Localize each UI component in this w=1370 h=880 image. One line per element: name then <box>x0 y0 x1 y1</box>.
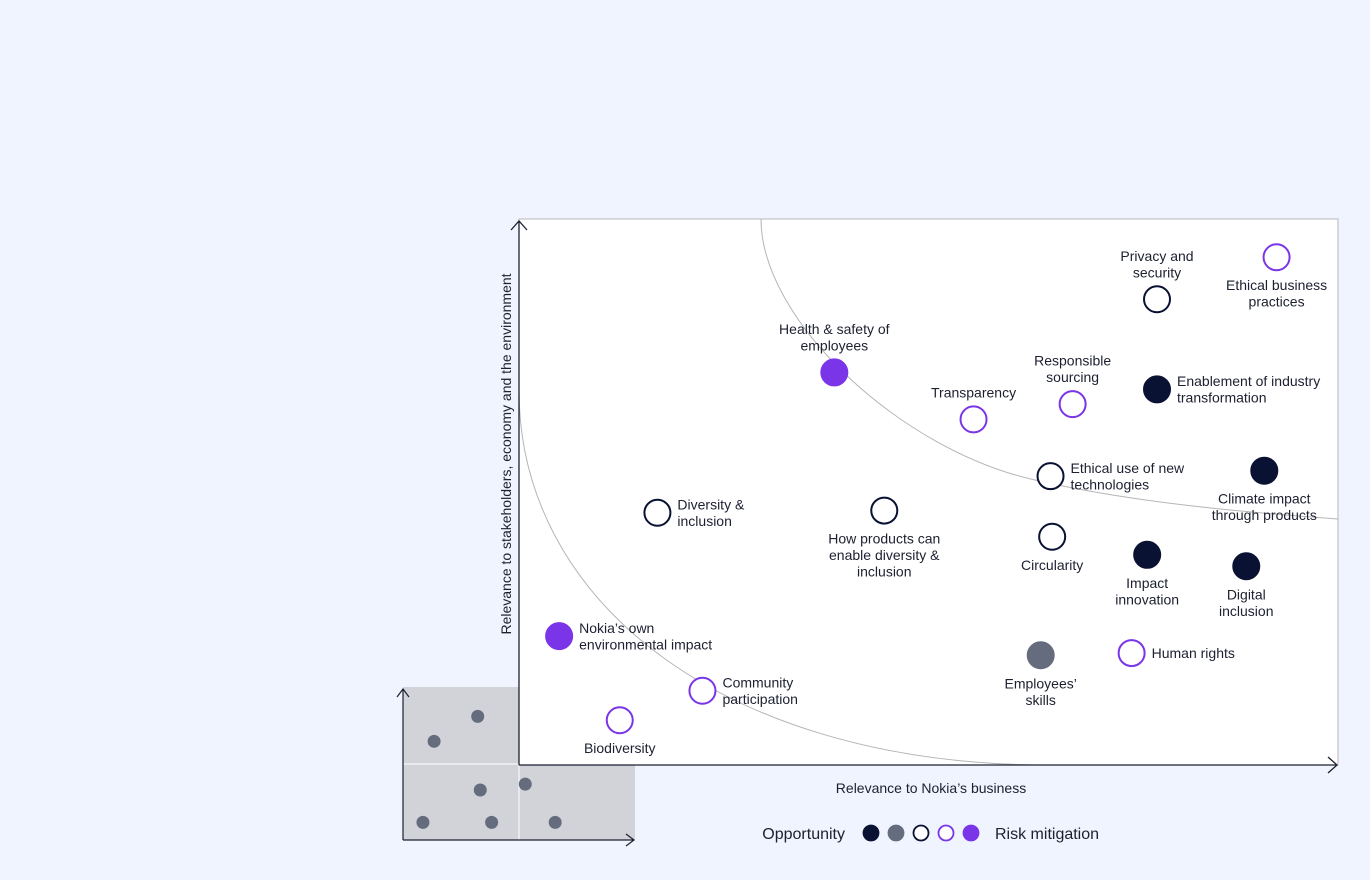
legend-risk-mitigation-label: Risk mitigation <box>995 826 1099 843</box>
point-ethical-business-practices <box>1262 243 1291 272</box>
label-line: How products can <box>828 531 940 547</box>
y-axis-label: Relevance to stakeholders, economy and t… <box>498 273 514 634</box>
label-how-products-can-enable-diversity-inclusion: How products can enable diversity & inclus… <box>828 531 940 580</box>
label-line: Privacy and <box>1120 248 1193 264</box>
inset-y-axis <box>396 688 410 840</box>
point-human-rights <box>1117 639 1146 668</box>
point-biodiversity <box>605 706 634 735</box>
label-line: environmental impact <box>579 636 712 652</box>
label-line: enable diversity & <box>829 547 940 563</box>
label-diversity-inclusion: Diversity & inclusion <box>677 496 745 529</box>
point-responsible-sourcing <box>1058 390 1087 419</box>
point-circularity <box>1038 522 1067 551</box>
legend-swatches <box>862 824 980 842</box>
label-line: transformation <box>1177 390 1266 406</box>
label-line: Nokia’s own <box>579 620 654 636</box>
y-axis <box>510 220 528 765</box>
inset-dot <box>471 709 485 723</box>
x-axis <box>519 756 1338 774</box>
label-health-safety-of-employees: Health & safety of employees <box>779 321 890 354</box>
label-line: Responsible <box>1034 353 1111 369</box>
point-climate-impact-through-products <box>1250 456 1279 485</box>
inset-dots <box>416 709 562 829</box>
point-digital-inclusion <box>1232 552 1261 581</box>
inset-dot <box>416 815 430 829</box>
legend: Opportunity Risk mitigation <box>762 824 1099 843</box>
label-employees-skills: Employees’ skills <box>1005 675 1077 708</box>
point-enablement-of-industry-transformation <box>1143 375 1172 404</box>
inset-dot <box>548 815 562 829</box>
point-impact-innovation <box>1133 540 1162 569</box>
inset-dot <box>473 783 487 797</box>
legend-swatch-grey-filled <box>887 824 905 842</box>
label-line: Impact <box>1126 575 1168 591</box>
label-line: inclusion <box>677 513 731 529</box>
label-line: security <box>1133 264 1181 280</box>
legend-swatch-dark-filled <box>862 824 880 842</box>
label-line: Health & safety of <box>779 321 890 337</box>
point-community-participation <box>688 676 717 705</box>
label-digital-inclusion: Digital inclusion <box>1219 586 1273 619</box>
label-climate-impact-through-products: Climate impact through products <box>1212 491 1317 524</box>
label-line: Community <box>722 674 793 690</box>
label-line: Digital <box>1227 586 1266 602</box>
inset-dot <box>427 734 441 748</box>
plot-area <box>518 218 1339 766</box>
legend-opportunity-label: Opportunity <box>762 826 845 843</box>
inset-dot <box>485 815 499 829</box>
label-ethical-use-of-new-technologies: Ethical use of new technologies <box>1071 460 1186 493</box>
point-ethical-use-of-new-technologies <box>1036 462 1065 491</box>
label-line: practices <box>1249 294 1305 310</box>
point-nokia-s-own-environmental-impact <box>545 622 574 651</box>
label-line: Human rights <box>1152 645 1235 661</box>
legend-swatch-dark-outline <box>912 824 930 842</box>
x-axis-label: Relevance to Nokia’s business <box>836 780 1026 796</box>
point-employees-skills <box>1026 641 1055 670</box>
threshold-curve-upper <box>760 218 1339 520</box>
label-line: through products <box>1212 507 1317 523</box>
legend-swatch-purple-filled <box>962 824 980 842</box>
label-line: Employees’ <box>1005 675 1077 691</box>
legend-swatch-purple-outline <box>937 824 955 842</box>
label-community-participation: Community participation <box>722 674 798 707</box>
point-how-products-can-enable-diversity-inclusion <box>870 496 899 525</box>
label-line: Circularity <box>1021 557 1083 573</box>
label-line: inclusion <box>1219 603 1273 619</box>
label-nokia-s-own-environmental-impact: Nokia’s own environmental impact <box>579 620 712 653</box>
inset-x-axis <box>403 833 635 847</box>
label-transparency: Transparency <box>931 384 1016 400</box>
label-line: Ethical business <box>1226 277 1327 293</box>
label-line: Ethical use of new <box>1071 460 1186 476</box>
point-privacy-and-security <box>1143 285 1172 314</box>
inset-dot <box>518 777 532 791</box>
label-line: Diversity & <box>677 496 745 512</box>
label-line: skills <box>1026 692 1056 708</box>
label-circularity: Circularity <box>1021 557 1083 573</box>
point-health-safety-of-employees <box>820 358 849 387</box>
label-line: Biodiversity <box>584 740 656 756</box>
label-line: Climate impact <box>1218 491 1311 507</box>
label-human-rights: Human rights <box>1152 645 1235 661</box>
label-biodiversity: Biodiversity <box>584 740 656 756</box>
label-enablement-of-industry-transformation: Enablement of industry transformation <box>1177 373 1320 406</box>
label-line: innovation <box>1115 591 1179 607</box>
label-responsible-sourcing: Responsible sourcing <box>1034 353 1111 386</box>
label-line: employees <box>800 337 868 353</box>
point-transparency <box>959 405 988 434</box>
threshold-curve-lower <box>518 389 1036 766</box>
data-points: Privacy and security Ethical business pract… <box>545 243 1327 756</box>
label-privacy-and-security: Privacy and security <box>1120 248 1193 281</box>
label-impact-innovation: Impact innovation <box>1115 575 1179 608</box>
label-line: Transparency <box>931 384 1016 400</box>
point-diversity-inclusion <box>643 498 672 527</box>
label-line: Enablement of industry <box>1177 373 1320 389</box>
label-line: participation <box>722 691 798 707</box>
label-line: inclusion <box>857 564 911 580</box>
label-ethical-business-practices: Ethical business practices <box>1226 277 1327 310</box>
label-line: sourcing <box>1046 369 1099 385</box>
label-line: technologies <box>1071 476 1150 492</box>
